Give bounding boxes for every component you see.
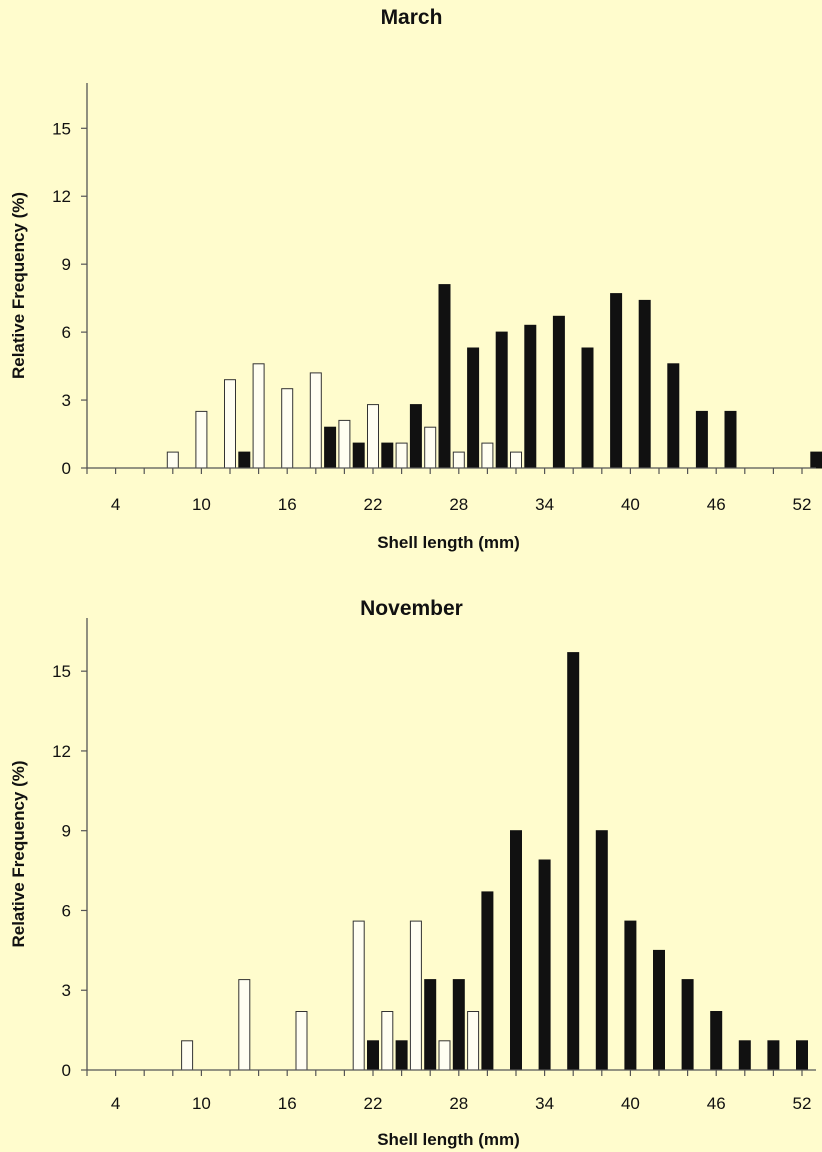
bar-filled [538,859,551,1071]
bar-filled [667,363,680,469]
x-tick-label: 22 [364,495,383,514]
chart-panel-2: November 0 3 6 9 12 15 4 10 16 22 28 34 40 46 52 Shell l… [9,597,816,1149]
y-tick-label: 15 [52,662,71,681]
chart-title: March [381,6,443,29]
bar-filled [352,442,365,469]
bar-filled [452,979,465,1071]
bar-open [238,979,251,1071]
x-tick-label: 40 [621,495,640,514]
y-tick-label: 3 [62,391,71,410]
x-tick-label: 16 [278,495,297,514]
bar-open [395,442,408,469]
bar-open [181,1040,194,1071]
y-tick-label: 12 [52,187,71,206]
y-tick-label: 9 [62,822,71,841]
bar-filled [738,1040,751,1071]
bar-open [481,442,494,469]
bar-open [338,419,351,469]
bar-filled [638,299,651,469]
x-tick-label: 52 [793,1094,812,1113]
x-tick-label: 46 [707,1094,726,1113]
bar-open [381,1011,394,1071]
y-axis-label: Relative Frequency (%) [9,760,28,947]
bar-filled [695,410,708,469]
x-tick-label: 10 [192,495,211,514]
bar-filled [395,1040,408,1071]
y-tick-label: 9 [62,255,71,274]
bar-filled [424,979,437,1071]
y-tick-label: 12 [52,742,71,761]
bar-filled [810,451,822,469]
bar-filled [595,830,608,1071]
bar-filled [324,426,337,469]
bar-filled [438,284,451,469]
y-tick-label: 15 [52,119,71,138]
bar-filled [381,442,394,469]
chart-panel-1: March 0 3 6 9 12 15 4 10 16 22 28 34 40 46 52 Shell leng… [9,6,822,552]
bar-open [467,1011,480,1071]
bar-filled [567,652,580,1071]
bar-open [424,426,437,469]
bar-open [166,451,179,469]
bar-filled [624,920,637,1071]
x-tick-label: 28 [449,1094,468,1113]
y-axis-label: Relative Frequency (%) [9,192,28,379]
bar-filled [510,830,522,1071]
bar-open [409,920,422,1071]
y-tick-label: 0 [62,459,71,478]
x-tick-label: 34 [535,1094,554,1113]
bar-filled [710,1011,723,1071]
bar-filled [653,949,665,1071]
bar-open [252,363,265,469]
bar-open [295,1011,308,1071]
bar-filled [610,293,623,469]
x-tick-label: 34 [535,495,554,514]
chart-title: November [360,597,463,620]
x-axis-label: Shell length (mm) [377,533,520,552]
bar-filled [767,1040,780,1071]
bar-filled [552,315,565,469]
bar-open [452,451,465,469]
bar-filled [409,404,422,469]
x-tick-label: 46 [707,495,726,514]
y-tick-label: 0 [62,1061,71,1080]
bar-open [309,372,322,469]
bar-open [438,1040,451,1071]
x-tick-label: 40 [621,1094,640,1113]
bar-filled [681,979,694,1071]
x-tick-label: 4 [111,495,120,514]
y-tick-label: 6 [62,901,71,920]
x-tick-label: 22 [364,1094,383,1113]
bar-open [281,388,294,469]
bar-filled [581,347,594,469]
bar-filled [467,347,480,469]
x-axis-label: Shell length (mm) [377,1130,520,1149]
y-tick-label: 6 [62,323,71,342]
bar-open [367,404,379,469]
x-tick-label: 4 [111,1094,120,1113]
bar-open [352,920,365,1071]
x-tick-label: 52 [793,495,812,514]
y-tick-label: 3 [62,981,71,1000]
bar-open [224,379,236,469]
bar-filled [796,1040,808,1071]
bar-filled [238,451,251,469]
bar-filled [524,324,537,469]
bar-filled [724,410,737,469]
bar-filled [481,891,494,1071]
bar-open [510,451,522,469]
x-tick-label: 10 [192,1094,211,1113]
bar-filled [495,331,508,469]
bar-open [195,410,208,469]
x-tick-label: 28 [449,495,468,514]
bar-filled [367,1040,379,1071]
x-tick-label: 16 [278,1094,297,1113]
